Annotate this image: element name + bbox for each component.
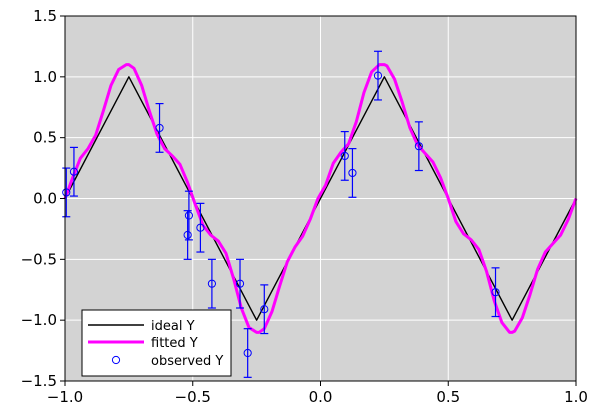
observed-point	[491, 288, 500, 297]
y-tick-label: 1.5	[33, 7, 57, 25]
observed-point	[207, 279, 217, 288]
x-tick-label: 0.0	[309, 388, 333, 406]
observed-point	[155, 123, 164, 133]
observed-point	[340, 151, 349, 161]
y-tick-label: −1.0	[21, 311, 57, 329]
observed-point	[183, 230, 192, 240]
ideal-y-line	[64, 76, 577, 321]
legend-item-observed-y-swatch	[111, 355, 121, 365]
observed-point	[414, 142, 423, 151]
y-tick-label: −1.5	[21, 372, 57, 390]
legend-item-observed-y-label: observed Y	[151, 354, 223, 369]
observed-y-points	[62, 50, 500, 378]
series-layer	[62, 50, 578, 378]
y-tick-label: 1.0	[33, 68, 57, 86]
observed-point	[348, 168, 357, 178]
y-tick-label: −0.5	[21, 250, 57, 268]
observed-point	[62, 188, 71, 197]
observed-point	[373, 71, 383, 80]
observed-point	[69, 167, 79, 176]
legend-item-fitted-y-label: fitted Y	[151, 336, 198, 351]
x-tick-label: −1.0	[47, 388, 83, 406]
axis-ticks: −1.0 −0.5 0.0 0.5 1.0−1.5−1.0−0.50.00.51.01.…	[21, 7, 588, 406]
x-tick-label: 1.0	[564, 388, 588, 406]
y-tick-label: 0.5	[33, 129, 57, 147]
observed-point	[243, 348, 252, 358]
legend-item-ideal-y-label: ideal Y	[151, 319, 195, 334]
x-tick-label: 0.5	[436, 388, 460, 406]
y-tick-label: 0.0	[33, 190, 57, 208]
x-tick-label: −0.5	[175, 388, 211, 406]
observed-point	[260, 305, 269, 314]
legend: ideal Y fitted Y observed Y	[81, 309, 232, 377]
observed-point	[184, 211, 194, 220]
observed-point	[235, 279, 245, 288]
observed-point	[196, 223, 205, 232]
